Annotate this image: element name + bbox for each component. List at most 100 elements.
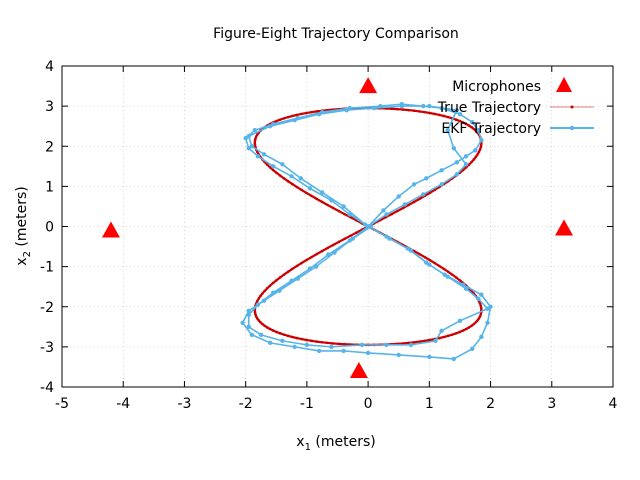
true-trajectory-point (286, 115, 290, 119)
y-axis-label-subscript: 2 (22, 251, 33, 257)
true-trajectory-point (472, 322, 476, 326)
ekf-trajectory-point (329, 344, 334, 350)
ekf-trajectory-point (341, 204, 346, 209)
legend-label-ekf-trajectory: EKF Trajectory (441, 121, 541, 137)
ekf-trajectory-point (316, 111, 322, 117)
true-trajectory-point (438, 336, 441, 340)
ekf-trajectory-point (350, 236, 356, 241)
ekf-trajectory-point (457, 111, 463, 117)
microphone-marker (555, 219, 574, 236)
x-tick-label: 2 (486, 396, 495, 412)
true-trajectory-point (320, 340, 324, 344)
true-trajectory-point (401, 108, 405, 111)
ekf-trajectory-point (316, 348, 322, 354)
true-trajectory-point (282, 273, 286, 276)
true-trajectory-point (442, 114, 446, 118)
true-trajectory-point (282, 117, 286, 120)
true-trajectory-point (275, 119, 278, 123)
true-trajectory-point (295, 336, 299, 340)
ekf-trajectory-point (463, 154, 469, 159)
true-trajectory-point (442, 335, 446, 339)
y-axis-label: x2 (meters) (14, 186, 33, 265)
ekf-trajectory-point (255, 154, 261, 159)
x-tick-label: 1 (425, 396, 434, 412)
true-trajectory-point (253, 141, 257, 145)
legend-swatch-ekf-trajectory-point (569, 125, 575, 131)
legend: Microphones True Trajectory EKF Trajecto… (437, 77, 594, 137)
true-trajectory-point (331, 342, 335, 345)
ekf-trajectory-point (246, 308, 251, 313)
true-trajectory-point (261, 322, 264, 326)
true-trajectory-point (291, 335, 294, 339)
x-tick-label: -1 (300, 396, 314, 412)
true-trajectory-point (271, 281, 275, 285)
ekf-trajectory-point (258, 332, 264, 338)
ekf-trajectory-point (289, 174, 294, 179)
true-trajectory-point (479, 304, 483, 308)
true-trajectory-point (295, 185, 299, 189)
true-trajectory-point (438, 113, 441, 117)
true-trajectory-point (470, 160, 473, 164)
true-trajectory-point (295, 264, 299, 268)
true-trajectory-point (458, 330, 462, 334)
true-trajectory-point (282, 177, 286, 180)
ekf-trajectory-point (295, 276, 300, 281)
true-trajectory-point (396, 107, 399, 111)
true-trajectory-point (454, 332, 458, 335)
legend-swatch-microphones (556, 77, 572, 92)
true-trajectory-point (390, 107, 393, 111)
true-trajectory-point (343, 342, 346, 346)
true-trajectory-point (337, 209, 341, 213)
true-trajectory-point (259, 320, 262, 324)
ekf-trajectory-point (454, 107, 460, 113)
true-trajectory-point (282, 333, 286, 336)
true-trajectory-point (438, 264, 441, 268)
ekf-trajectory-point (378, 103, 383, 109)
true-trajectory-point (265, 287, 269, 290)
ekf-trajectory-point (427, 354, 432, 360)
x-axis-label-base: x (296, 434, 304, 450)
true-trajectory-point (354, 231, 358, 234)
y-tick-label: 4 (45, 59, 54, 75)
true-trajectory-point (275, 171, 278, 175)
y-tick-label: 0 (45, 220, 54, 236)
ekf-trajectory-point (476, 128, 481, 133)
true-trajectory-point (423, 255, 427, 259)
true-trajectory-point (407, 108, 411, 112)
y-tick-label: 2 (45, 139, 54, 155)
ekf-trajectory-point (381, 208, 386, 213)
ekf-trajectory-point (488, 304, 493, 309)
true-trajectory-point (479, 306, 483, 310)
true-trajectory-point (305, 111, 308, 115)
ekf-trajectory-point (246, 134, 251, 139)
ekf-trajectory-point (372, 105, 377, 111)
true-trajectory-point (315, 110, 318, 113)
true-trajectory-point (401, 342, 405, 345)
true-trajectory-point (472, 158, 476, 161)
true-trajectory-point (446, 334, 450, 338)
true-trajectory-point (423, 339, 427, 343)
svg-text:x1 (meters): x1 (meters) (296, 434, 375, 453)
x-tick-label: -3 (177, 396, 191, 412)
true-trajectory-point (433, 112, 436, 116)
true-trajectory-point (479, 145, 483, 149)
true-trajectory-point (291, 182, 294, 186)
ekf-trajectory-point (396, 352, 401, 358)
true-trajectory-point (315, 340, 318, 343)
ekf-trajectory-point (267, 340, 273, 346)
true-trajectory-point (478, 148, 482, 151)
true-trajectory-point (254, 137, 257, 140)
ekf-trajectory-series (240, 101, 493, 362)
ekf-trajectory-point (277, 288, 282, 293)
true-trajectory-point (467, 124, 471, 127)
ekf-trajectory-point (479, 292, 484, 297)
ekf-trajectory-point (289, 278, 294, 283)
true-trajectory-point (461, 121, 465, 124)
true-trajectory-point (470, 125, 473, 129)
true-trajectory-point (315, 197, 318, 201)
true-trajectory-point (278, 332, 282, 335)
ekf-trajectory-point (252, 128, 258, 133)
ekf-trajectory-point (408, 342, 414, 348)
true-trajectory-point (275, 330, 278, 334)
true-trajectory-point (464, 166, 468, 169)
